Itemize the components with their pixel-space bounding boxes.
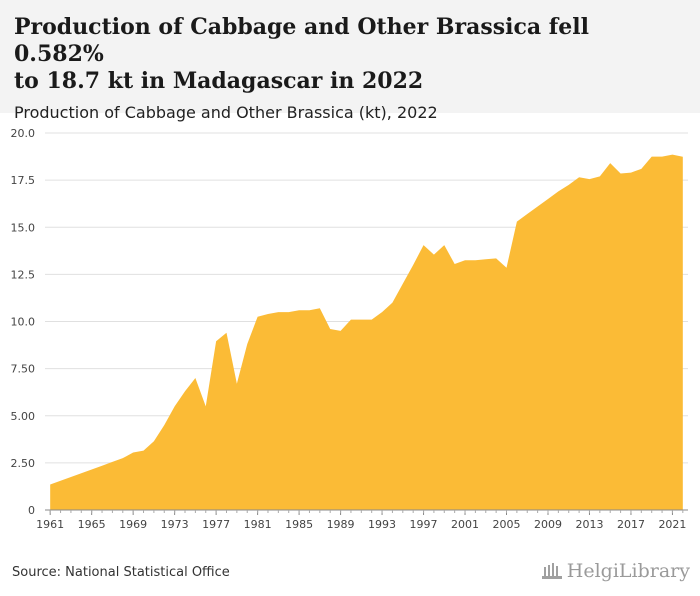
x-tick-label: 2001 [451, 518, 479, 531]
x-tick-label: 1969 [119, 518, 147, 531]
y-tick-label: 15.0 [11, 221, 36, 234]
chart-footer: Source: National Statistical Office Helg… [0, 558, 700, 596]
x-tick-label: 2013 [575, 518, 603, 531]
x-tick-label: 1961 [36, 518, 64, 531]
x-tick-label: 1989 [327, 518, 355, 531]
x-tick-label: 1997 [410, 518, 438, 531]
y-tick-label: 2.50 [11, 457, 36, 470]
x-tick-label: 1977 [202, 518, 230, 531]
x-tick-label: 1973 [161, 518, 189, 531]
chart-subtitle: Production of Cabbage and Other Brassica… [14, 103, 438, 122]
y-tick-label: 12.5 [11, 268, 36, 281]
chart-title: Production of Cabbage and Other Brassica… [14, 14, 686, 95]
y-tick-label: 7.50 [11, 363, 36, 376]
source-text: Source: National Statistical Office [12, 565, 230, 580]
area-chart: 0 2.50 5.00 7.50 10.0 12.5 15.0 17.5 20.0 1961 196… [11, 127, 688, 531]
brand-logo: HelgiLibrary [541, 560, 690, 582]
y-tick-label: 10.0 [11, 316, 36, 329]
chart-title-line-1: Production of Cabbage and Other Brassica… [14, 14, 589, 67]
x-tick-label: 2009 [534, 518, 562, 531]
chart-area: 0 2.50 5.00 7.50 10.0 12.5 15.0 17.5 20.0 1961 196… [0, 113, 700, 558]
x-tick-label: 2021 [658, 518, 686, 531]
library-icon [541, 563, 562, 579]
chart-title-line-2: to 18.7 kt in Madagascar in 2022 [14, 68, 424, 94]
x-tick-label: 1985 [285, 518, 313, 531]
x-tick-label: 1965 [78, 518, 106, 531]
y-tick-label: 5.00 [11, 410, 36, 423]
y-tick-label: 0 [28, 504, 35, 517]
x-tick-label: 1993 [368, 518, 396, 531]
area-series [50, 154, 683, 511]
x-tick-label: 1981 [244, 518, 272, 531]
y-tick-label: 20.0 [11, 127, 36, 140]
chart-header: Production of Cabbage and Other Brassica… [0, 0, 700, 122]
y-tick-label: 17.5 [11, 174, 36, 187]
brand-name: HelgiLibrary [566, 560, 690, 582]
x-tick-label: 2017 [617, 518, 645, 531]
x-tick-label: 2005 [493, 518, 521, 531]
